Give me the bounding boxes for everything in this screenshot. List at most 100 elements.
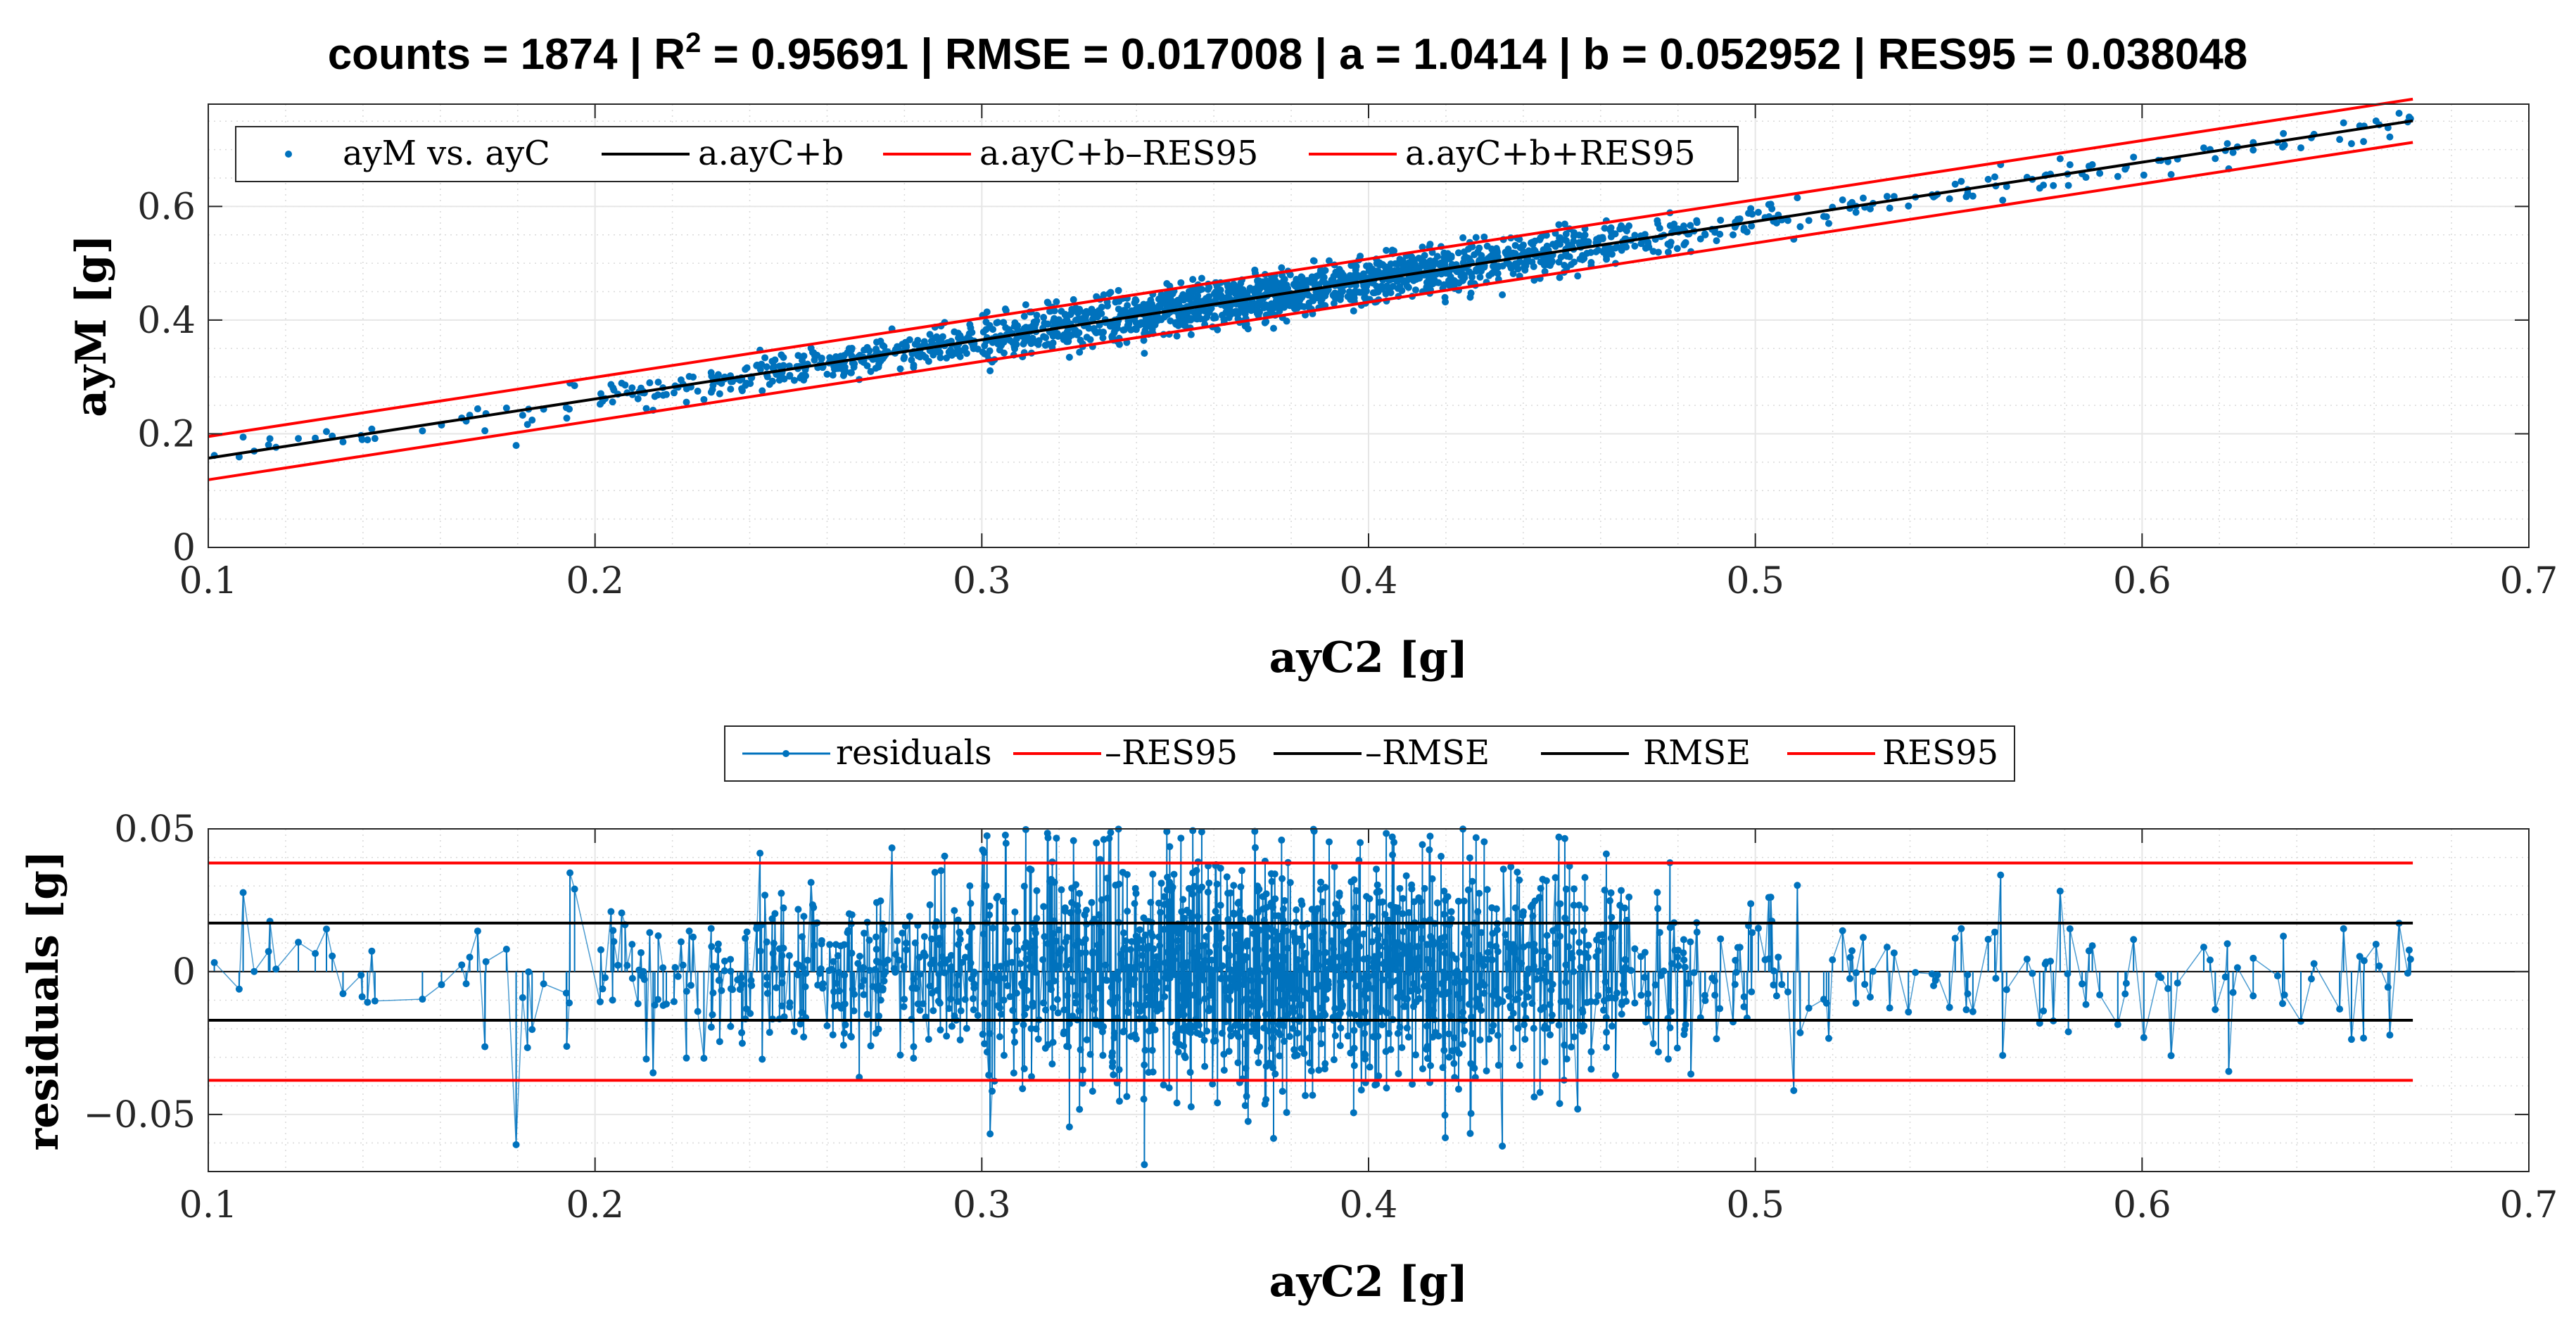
residual-point [1173,1099,1181,1107]
residual-point [947,995,955,1003]
scatter-point [1404,284,1412,291]
scatter-point [1033,312,1041,319]
residual-point [1217,901,1224,909]
residual-point [1252,1032,1260,1040]
residual-point [1149,870,1157,878]
residual-point [1217,975,1225,982]
residual-point [1095,911,1103,919]
residual-point [618,909,626,917]
residual-point [718,986,725,994]
residual-point [1187,1103,1195,1111]
residual-point [1195,998,1203,1005]
scatter-point [863,362,871,369]
scatter-point [1883,193,1891,201]
scatter-point [1000,349,1008,357]
scatter-point [1730,231,1737,239]
scatter-point [1886,204,1893,212]
residual-point [1048,1060,1056,1068]
residual-point [709,989,717,997]
residual-point [761,891,769,899]
residual-point [1141,1161,1148,1169]
residual-point [628,975,636,982]
residual-point [597,946,604,953]
residual-point [943,1032,951,1040]
residual-point [670,998,678,1005]
scatter-point [925,357,932,365]
residual-point [933,986,941,994]
residual-point [1283,927,1290,934]
residual-point [1190,991,1198,999]
residual-point [1103,977,1111,984]
residual-point [1027,949,1034,957]
residual-point [1120,929,1128,937]
scatter-point [1958,177,1965,185]
scatter-point [1866,205,1874,212]
residual-point [1123,1093,1131,1100]
residual-point [989,1087,996,1095]
residual-point [1179,896,1187,903]
residual-point [1271,1070,1279,1078]
scatter-point [1713,237,1720,245]
residual-point [1234,1059,1242,1067]
residual-point [1062,962,1070,970]
residual-point [1105,834,1113,842]
residual-point [801,983,809,991]
scatter-point [1468,273,1476,281]
scatter-point [1514,265,1522,273]
residual-point [1100,1022,1108,1030]
residual-point [1161,993,1169,1001]
residual-point [1086,1051,1094,1058]
residual-point [790,1028,798,1036]
scatter-point [1383,246,1390,254]
residual-point [863,1010,871,1018]
residual-point [778,952,786,960]
residual-point [1041,933,1048,941]
residual-point [1107,829,1115,837]
residual-point [763,938,770,946]
residual-point [1222,944,1230,952]
residual-point [747,977,755,984]
residual-point [956,929,964,937]
scatter-point [926,331,934,338]
residual-point [1205,948,1213,956]
scatter-point [936,348,944,356]
legend-label-points: ayM vs. ayC [343,134,550,173]
residual-point [1246,915,1254,922]
scatter-point [1244,325,1252,333]
scatter-point [1574,272,1582,280]
residual-point [759,1055,766,1063]
residual-point [1165,913,1172,920]
residual-point [1019,1085,1027,1093]
residual-point [1072,999,1079,1007]
scatter-point [1281,275,1288,283]
residual-point [1140,1096,1148,1103]
scatter-point [1100,291,1108,298]
residual-point [1207,986,1215,994]
residual-point [1002,839,1010,847]
residual-point [780,944,787,952]
scatter-point [1667,239,1675,246]
residual-point [873,946,880,953]
residual-point [858,982,865,990]
residual-point [1236,908,1244,915]
scatter-point [1717,216,1725,224]
residual-point [1225,1048,1233,1055]
residual-point [1286,1033,1293,1041]
residual-point [1083,1036,1091,1043]
legend-swatch-points [285,151,292,158]
residual-point [1223,873,1231,881]
residual-point [996,1033,1003,1041]
residual-point [1163,827,1171,835]
scatter-point [929,351,937,359]
residual-point [1130,981,1138,989]
residual-point [1201,957,1209,965]
scatter-point [1587,259,1595,267]
residual-point [674,972,682,980]
scatter-point [914,336,922,344]
residual-point [1263,966,1271,974]
residual-point [848,911,856,919]
residual-point [969,995,977,1003]
scatter-point [1132,297,1140,305]
scatter-point [1599,235,1606,243]
residual-point [1212,908,1219,915]
